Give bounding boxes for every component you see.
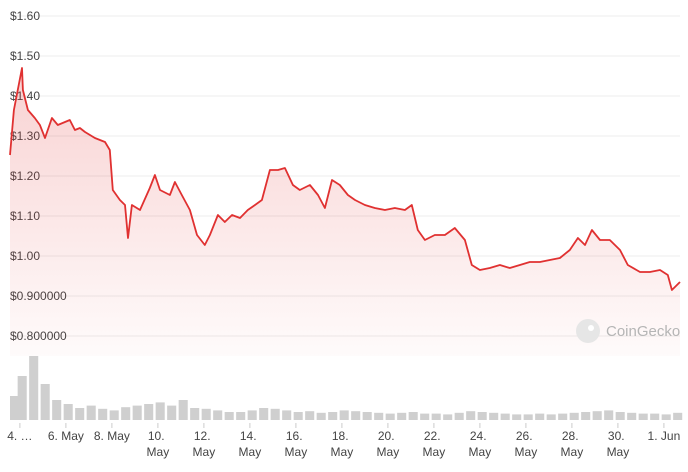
volume-bar: [305, 411, 315, 420]
volume-bar: [282, 410, 292, 420]
x-tick-label: 1. Jun: [648, 429, 681, 443]
volume-bar: [627, 412, 637, 420]
area: [10, 68, 680, 356]
x-tick-label: 18. May: [331, 429, 354, 459]
volume-bar: [523, 414, 533, 420]
x-tick-label: 22. May: [423, 429, 446, 459]
volume-bar: [17, 376, 27, 420]
volume-bar: [144, 404, 154, 420]
volume-bar: [259, 408, 269, 420]
volume-bar: [328, 412, 338, 420]
volume-bar: [293, 412, 303, 420]
volume-bar: [512, 414, 522, 420]
volume-bar: [167, 405, 177, 420]
volume-bar: [638, 413, 648, 420]
volume-bar: [615, 412, 625, 420]
x-tick-label: 26. May: [515, 429, 538, 459]
volume-bar: [224, 412, 234, 420]
volume-bar: [339, 410, 349, 420]
watermark-text: CoinGecko: [606, 323, 680, 340]
volume-bar: [500, 413, 510, 420]
volume-bar: [247, 410, 257, 420]
volume-bar: [581, 412, 591, 420]
volume-bar: [270, 408, 280, 420]
volume-bar: [477, 412, 487, 420]
volume-bar: [98, 408, 108, 420]
x-tick-label: 16. May: [285, 429, 308, 459]
volume-bar: [443, 414, 453, 420]
x-tick-label: 12. May: [193, 429, 216, 459]
volume-bar: [109, 410, 119, 420]
volume-bar: [408, 412, 418, 420]
volume-bar: [201, 408, 211, 420]
volume-bar: [52, 400, 62, 420]
volume-bar: [385, 413, 395, 420]
volume-bar: [397, 412, 407, 420]
volume-bar: [431, 413, 441, 420]
y-tick-label: $1.60: [10, 9, 40, 23]
y-tick-label: $1.50: [10, 49, 40, 63]
volume-bar: [374, 412, 384, 420]
volume-bar: [63, 404, 73, 420]
volume-bar: [316, 412, 326, 420]
x-tick-label: 4. …: [7, 429, 32, 443]
volume-bar: [236, 412, 246, 420]
volume-bar: [178, 400, 188, 420]
volume-bar: [673, 412, 683, 420]
volume-bar: [420, 413, 430, 420]
volume-bar: [213, 410, 223, 420]
volume-bar: [29, 356, 39, 420]
volume-bar: [40, 384, 50, 420]
volume-bar: [454, 412, 464, 420]
volume-bar: [75, 408, 85, 420]
volume-bar: [489, 412, 499, 420]
volume-bar: [132, 405, 142, 420]
volume-bar: [661, 414, 671, 420]
volume-bar: [466, 411, 476, 420]
x-tick-label: 6. May: [48, 429, 84, 443]
volume-bar: [86, 405, 96, 420]
x-tick-label: 14. May: [239, 429, 262, 459]
volume-bar: [155, 402, 165, 420]
volume-bar: [546, 414, 556, 420]
volume-bar: [535, 413, 545, 420]
volume-bar: [592, 411, 602, 420]
volume-bar: [351, 411, 361, 420]
volume-bar: [121, 407, 131, 420]
volume-bar: [569, 412, 579, 420]
watermark: CoinGecko: [576, 319, 680, 343]
x-tick-label: 8. May: [94, 429, 130, 443]
x-tick-label: 24. May: [469, 429, 492, 459]
x-tick-label: 30. May: [607, 429, 630, 459]
volume-bar: [558, 413, 568, 420]
volume-bar: [362, 412, 372, 420]
volume-bar: [604, 410, 614, 420]
x-tick-label: 28. May: [561, 429, 584, 459]
volume-bar: [650, 413, 660, 420]
price-line: [9, 67, 681, 291]
x-tick-label: 20. May: [377, 429, 400, 459]
volume-bar: [10, 396, 20, 420]
x-tick-label: 10. May: [147, 429, 170, 459]
volume-bar: [190, 408, 200, 420]
